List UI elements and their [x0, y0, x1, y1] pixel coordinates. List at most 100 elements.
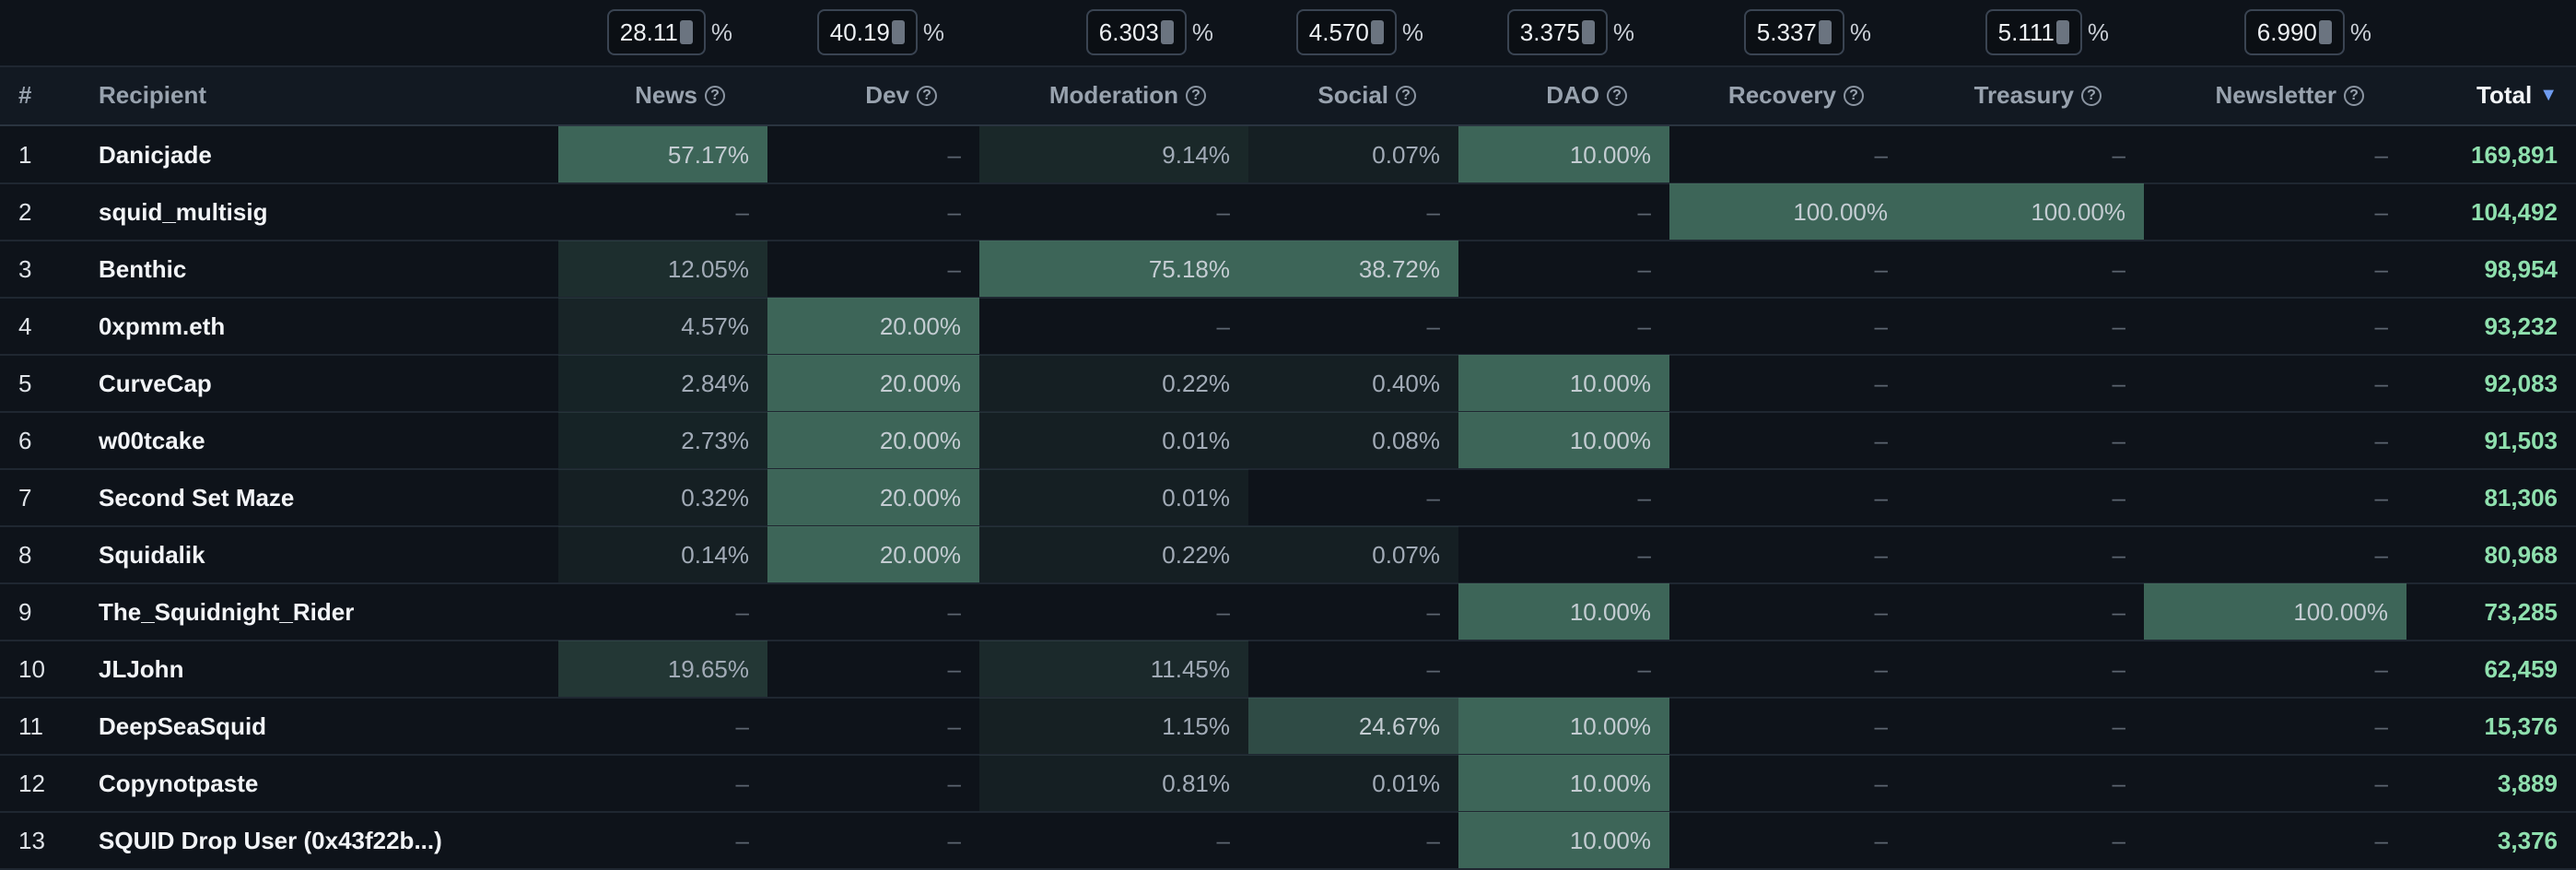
share-cell: –: [735, 197, 749, 226]
share-cell: –: [947, 769, 961, 797]
share-cell: –: [2112, 312, 2125, 340]
recipient: Copynotpaste: [99, 769, 259, 797]
share-cell: –: [1637, 254, 1651, 283]
rank: 10: [18, 654, 45, 683]
rank: 5: [18, 369, 32, 397]
share-cell: 0.22%: [979, 526, 1248, 583]
share-cell: –: [1216, 197, 1230, 226]
share-cell: –: [2112, 711, 2125, 740]
share-cell: –: [1874, 312, 1888, 340]
unit: %: [2087, 18, 2109, 46]
share-cell: –: [1874, 140, 1888, 169]
input-group: 6.303%: [979, 9, 1248, 55]
share-cell: 0.01%: [979, 412, 1248, 469]
rank: 3: [18, 254, 32, 283]
share-cell: –: [1874, 654, 1888, 683]
weight-input[interactable]: 5.111: [1985, 9, 2082, 55]
row-line: [0, 811, 2576, 813]
share-cell: –: [2374, 140, 2388, 169]
share-cell: 100.00%: [2144, 583, 2406, 641]
header-column[interactable]: DAO?: [1458, 65, 1669, 125]
unit: %: [1849, 18, 1871, 46]
total: 91,503: [2484, 426, 2558, 454]
share-cell: 20.00%: [767, 355, 979, 412]
share-cell: –: [947, 826, 961, 854]
share-cell: –: [1426, 826, 1440, 854]
rank: 8: [18, 540, 32, 569]
share-cell: –: [1874, 483, 1888, 511]
share-cell: 20.00%: [767, 412, 979, 469]
share-cell: 10.00%: [1458, 583, 1669, 641]
header-total[interactable]: Total ▼: [2476, 81, 2558, 109]
share-cell: –: [2374, 711, 2388, 740]
rank: 9: [18, 597, 32, 626]
input-group: 5.337%: [1669, 9, 1906, 55]
share-cell: –: [1426, 197, 1440, 226]
total: 73,285: [2484, 597, 2558, 626]
row-line: [0, 468, 2576, 470]
share-cell: –: [1874, 769, 1888, 797]
header-bg: [0, 65, 2576, 125]
recipient: DeepSeaSquid: [99, 711, 267, 740]
total: 62,459: [2484, 654, 2558, 683]
recipient: 0xpmm.eth: [99, 312, 226, 340]
share-cell: –: [2374, 826, 2388, 854]
share-cell: –: [2374, 483, 2388, 511]
share-cell: –: [1637, 654, 1651, 683]
share-cell: –: [735, 769, 749, 797]
share-cell: –: [2112, 654, 2125, 683]
row-line: [0, 354, 2576, 356]
header-column[interactable]: Moderation?: [979, 65, 1248, 125]
table: 28.11% 40.19% 6.303% 4.570% 3.375% 5.337% 5.11…: [0, 9, 2576, 870]
share-cell: –: [2112, 426, 2125, 454]
share-cell: –: [1637, 540, 1651, 569]
unit: %: [922, 18, 944, 46]
recipient: Squidalik: [99, 540, 205, 569]
weight-input[interactable]: 6.303: [1085, 9, 1187, 55]
share-cell: –: [1216, 597, 1230, 626]
share-cell: 38.72%: [1248, 241, 1458, 298]
share-cell: 2.84%: [558, 355, 767, 412]
share-cell: –: [1874, 254, 1888, 283]
row-line: [0, 297, 2576, 299]
weight-input[interactable]: 5.337: [1743, 9, 1844, 55]
row-line: [0, 582, 2576, 584]
share-cell: –: [1874, 369, 1888, 397]
share-cell: 10.00%: [1458, 355, 1669, 412]
header-column[interactable]: Newsletter?: [2144, 65, 2406, 125]
share-cell: –: [2112, 254, 2125, 283]
unit: %: [710, 18, 732, 46]
weight-input[interactable]: 28.11: [606, 9, 706, 55]
input-group: 6.990%: [2144, 9, 2406, 55]
input-group: 3.375%: [1458, 9, 1669, 55]
share-cell: 0.01%: [1248, 755, 1458, 812]
share-cell: 100.00%: [1906, 183, 2144, 241]
weight-input[interactable]: 3.375: [1506, 9, 1608, 55]
recipient: squid_multisig: [99, 197, 268, 226]
header-column[interactable]: Social?: [1248, 65, 1458, 125]
share-cell: –: [2112, 540, 2125, 569]
weight-input[interactable]: 4.570: [1295, 9, 1397, 55]
header-line: [0, 65, 2576, 67]
weight-input[interactable]: 6.990: [2243, 9, 2345, 55]
share-cell: 75.18%: [979, 241, 1248, 298]
share-cell: 57.17%: [558, 126, 767, 183]
header-column[interactable]: Recovery?: [1669, 65, 1906, 125]
share-cell: 10.00%: [1458, 812, 1669, 869]
header-column[interactable]: Treasury?: [1906, 65, 2144, 125]
share-cell: –: [947, 197, 961, 226]
total: 80,968: [2484, 540, 2558, 569]
share-cell: 10.00%: [1458, 698, 1669, 755]
share-cell: –: [1874, 426, 1888, 454]
header-column[interactable]: Dev?: [767, 65, 979, 125]
weight-input[interactable]: 40.19: [816, 9, 918, 55]
total: 15,376: [2484, 711, 2558, 740]
share-cell: –: [2112, 140, 2125, 169]
row-line: [0, 411, 2576, 413]
unit: %: [1191, 18, 1213, 46]
header-column[interactable]: News?: [558, 65, 767, 125]
share-cell: –: [735, 711, 749, 740]
recipient: SQUID Drop User (0x43f22b...): [99, 826, 442, 854]
total: 104,492: [2471, 197, 2558, 226]
share-cell: 0.22%: [979, 355, 1248, 412]
